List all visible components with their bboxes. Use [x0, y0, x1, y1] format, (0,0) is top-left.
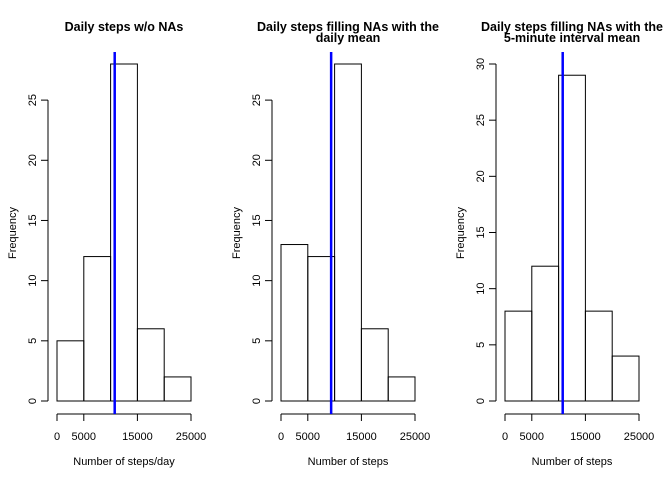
y-tick-label: 10: [251, 275, 263, 287]
chart-title: Daily steps w/o NAs: [65, 20, 184, 34]
chart-title: Daily steps filling NAs with the: [481, 20, 663, 34]
y-tick-label: 5: [27, 338, 39, 344]
histogram-bar: [334, 63, 362, 402]
y-tick-label: 20: [251, 154, 263, 166]
y-tick-label: 15: [251, 214, 263, 226]
y-tick-label: 25: [475, 114, 487, 126]
y-axis-label: Frequency: [231, 207, 243, 259]
histogram-bar: [584, 310, 613, 402]
y-tick-label: 25: [27, 94, 39, 106]
x-tick-label: 25000: [400, 431, 431, 443]
y-tick-label: 10: [27, 275, 39, 287]
y-tick-label: 15: [27, 214, 39, 226]
histogram-bar: [387, 376, 416, 402]
x-tick-label: 15000: [122, 431, 153, 443]
x-tick-label: 0: [278, 431, 284, 443]
x-tick-label: 15000: [346, 431, 377, 443]
y-tick-label: 20: [475, 170, 487, 182]
y-tick-label: 15: [475, 226, 487, 238]
x-tick-label: 25000: [624, 431, 655, 443]
histogram-bar: [56, 340, 85, 402]
y-tick-label: 25: [251, 94, 263, 106]
y-tick-label: 5: [251, 338, 263, 344]
x-tick-label: 0: [502, 431, 508, 443]
x-tick-label: 0: [54, 431, 60, 443]
chart-title: Daily steps filling NAs with the: [257, 20, 439, 34]
histogram-bar: [504, 310, 533, 402]
y-tick-label: 0: [27, 398, 39, 404]
x-tick-label: 5000: [296, 431, 320, 443]
histogram-bar: [531, 265, 560, 402]
histogram-bar: [360, 328, 389, 402]
chart-title: daily mean: [316, 31, 381, 45]
histogram-bar: [611, 355, 640, 402]
y-axis-label: Frequency: [7, 207, 19, 259]
y-tick-label: 0: [251, 398, 263, 404]
x-axis-label: Number of steps: [308, 456, 389, 468]
histogram-bar: [280, 244, 309, 402]
y-tick-label: 10: [475, 283, 487, 295]
y-axis-label: Frequency: [455, 207, 467, 259]
histogram-bar: [83, 256, 112, 402]
histogram-bar: [163, 376, 192, 402]
x-tick-label: 15000: [570, 431, 601, 443]
histogram-bar: [110, 63, 138, 402]
y-tick-label: 0: [475, 398, 487, 404]
y-tick-label: 5: [475, 342, 487, 348]
histogram-bar: [136, 328, 165, 402]
x-tick-label: 5000: [72, 431, 96, 443]
x-axis-label: Number of steps: [532, 456, 613, 468]
x-axis-label: Number of steps/day: [73, 456, 175, 468]
y-tick-label: 30: [475, 58, 487, 70]
histogram-bar: [558, 74, 586, 402]
x-tick-label: 25000: [176, 431, 207, 443]
x-tick-label: 5000: [520, 431, 544, 443]
chart-title: 5-minute interval mean: [504, 31, 640, 45]
y-tick-label: 20: [27, 154, 39, 166]
